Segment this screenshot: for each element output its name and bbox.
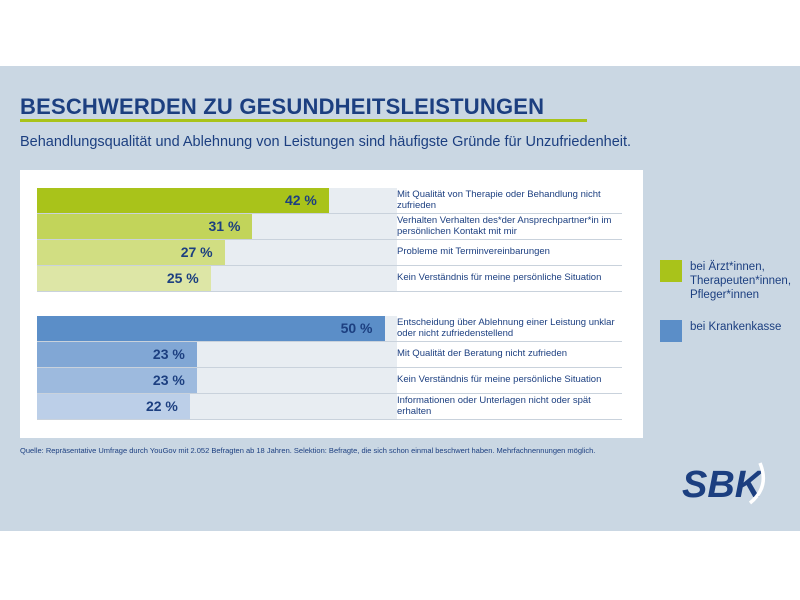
bar-value-label: 50 %: [340, 320, 373, 336]
category-label: Mit Qualität der Beratung nicht zufriede…: [397, 342, 627, 367]
source-note: Quelle: Repräsentative Umfrage durch You…: [20, 446, 596, 455]
bar-value-label: 23 %: [152, 372, 185, 388]
bar-row: 23 % Kein Verständnis für meine persönlic…: [37, 368, 627, 394]
bar-value-label: 25 %: [166, 270, 199, 286]
legend-label: bei Krankenkasse: [690, 321, 782, 333]
bar: [37, 316, 385, 341]
category-label: Kein Verständnis für meine persönliche S…: [397, 368, 627, 393]
category-label: Informationen oder Unterlagen nicht oder…: [397, 394, 627, 419]
page-title: BESCHWERDEN ZU GESUNDHEITSLEISTUNGEN: [20, 94, 545, 119]
bar-row: 23 % Mit Qualität der Beratung nicht zufr…: [37, 342, 627, 368]
category-label: Mit Qualität von Therapie oder Behandlun…: [397, 188, 627, 213]
page-subtitle: Behandlungsqualität und Ablehnung von Le…: [20, 134, 632, 150]
legend-swatch: [660, 260, 682, 282]
category-label: Verhalten Verhalten des*der Ansprechpart…: [397, 214, 627, 239]
bar-row: 31 % Verhalten Verhalten des*der Ansprech…: [37, 214, 627, 240]
bar-value-label: 27 %: [180, 244, 213, 260]
bar-row: 25 % Kein Verständnis für meine persönlic…: [37, 266, 627, 292]
sbk-logo-text: SBK: [682, 464, 765, 506]
legend-item: bei Krankenkasse: [660, 320, 781, 342]
bar-value-label: 31 %: [208, 218, 241, 234]
legend-item: bei Ärzt*innen, Therapeuten*innen, Pfleg…: [660, 260, 791, 302]
bar-value-label: 22 %: [145, 398, 178, 414]
bar-value-label: 42 %: [284, 192, 317, 208]
title-underline: [20, 119, 587, 122]
bar: [37, 342, 197, 367]
bar-row: 27 % Probleme mit Terminvereinbarungen: [37, 240, 627, 266]
bar: [37, 266, 211, 291]
category-label: Kein Verständnis für meine persönliche S…: [397, 266, 627, 291]
bar-row: 50 % Entscheidung über Ablehnung einer Le…: [37, 316, 627, 342]
category-label: Entscheidung über Ablehnung einer Leistu…: [397, 316, 627, 341]
bar: [37, 394, 190, 419]
bar: [37, 240, 225, 265]
legend-swatch: [660, 320, 682, 342]
sbk-logo: SBK: [682, 462, 766, 506]
bar: [37, 188, 329, 213]
bar-value-label: 23 %: [152, 346, 185, 362]
category-label: Probleme mit Terminvereinbarungen: [397, 240, 627, 265]
legend-label: bei Ärzt*innen, Therapeuten*innen, Pfleg…: [690, 261, 792, 301]
bar-row: 22 % Informationen oder Unterlagen nicht …: [37, 394, 627, 420]
bar: [37, 368, 197, 393]
bar: [37, 214, 253, 239]
bar-row: 42 % Mit Qualität von Therapie oder Behan…: [37, 188, 627, 214]
